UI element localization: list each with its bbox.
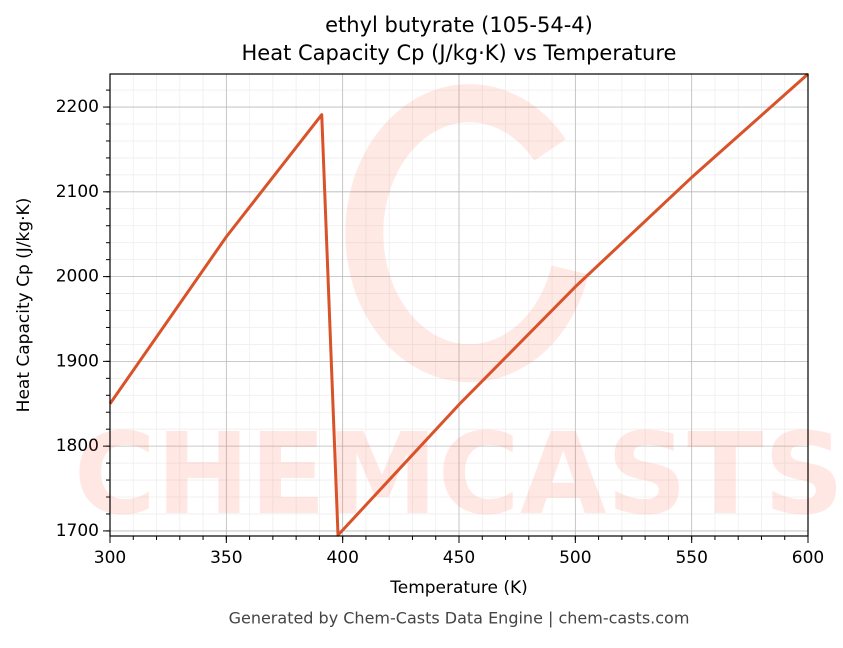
plot-frame [109,73,809,537]
chart-subtitle: Heat Capacity Cp (J/kg·K) vs Temperature [242,41,677,65]
watermark-logo [345,84,589,383]
y-tick-label: 1800 [56,436,99,456]
chart-title: ethyl butyrate (105-54-4) [325,13,593,37]
x-tick-label: 400 [326,548,358,568]
x-tick-label: 500 [559,548,591,568]
x-axis-label: Temperature (K) [389,578,528,598]
x-tick-label: 350 [210,548,242,568]
x-tick-label: 600 [792,548,824,568]
data-line [108,72,809,537]
y-tick-label: 2000 [56,267,99,287]
y-tick-label: 1900 [56,351,99,371]
watermark-text: CHEMCASTS [74,410,843,540]
y-axis-label: Heat Capacity Cp (J/kg·K) [14,198,34,413]
y-tick-label: 2100 [56,182,99,202]
x-tick-label: 550 [675,548,707,568]
x-tick-label: 300 [94,548,126,568]
y-tick-label: 2200 [56,97,99,117]
footer: Generated by Chem-Casts Data Engine | ch… [229,609,690,628]
watermark: CHEMCASTS [74,84,843,540]
x-tick-label: 450 [443,548,475,568]
y-tick-label: 1700 [56,521,99,541]
